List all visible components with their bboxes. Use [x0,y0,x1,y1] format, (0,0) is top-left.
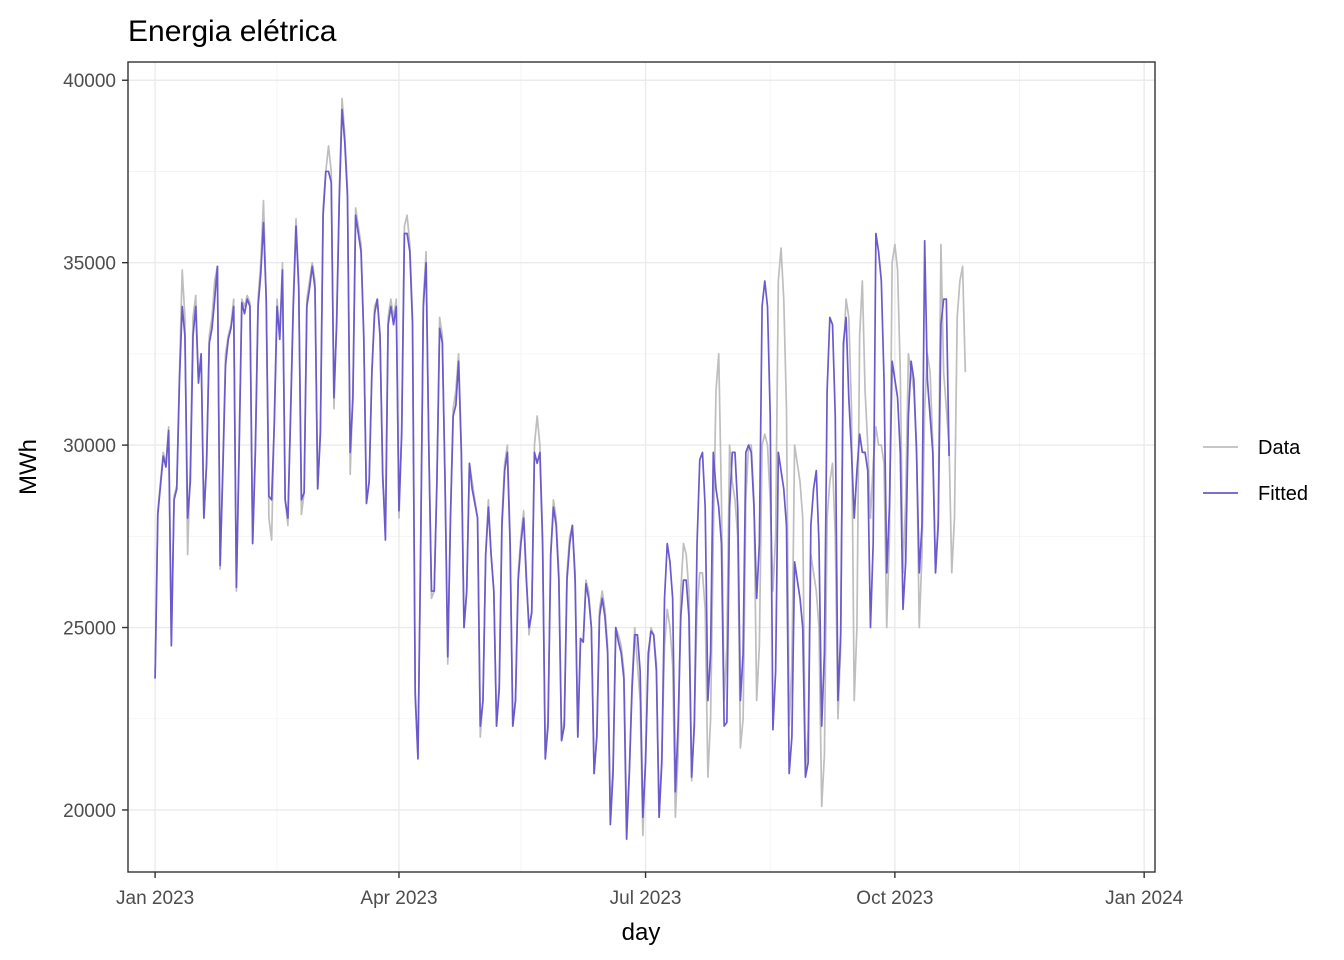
y-tick-label: 35000 [63,254,116,275]
x-tick-label: Jul 2023 [610,888,682,909]
y-tick-label: 40000 [63,71,116,92]
y-tick-label: 20000 [63,801,116,822]
chart-title: Energia elétrica [128,15,337,48]
legend-label-data: Data [1258,437,1301,459]
y-tick-label: 25000 [63,619,116,640]
legend-label-fitted: Fitted [1258,483,1308,505]
y-axis-title: MWh [15,439,42,495]
plot-border [127,61,1156,873]
series-line-fitted [154,108,950,841]
legend: Data Fitted [1203,437,1308,505]
x-tick-label: Apr 2023 [360,888,437,909]
series-lines [154,97,967,841]
x-axis-title: day [622,919,661,946]
plot-panel [127,61,1156,873]
x-tick-label: Oct 2023 [856,888,933,909]
y-axis: 20000 25000 30000 35000 40000 [63,71,128,822]
y-tick-label: 30000 [63,436,116,457]
x-axis: Jan 2023 Apr 2023 Jul 2023 Oct 2023 Jan 2024 [116,872,1184,909]
x-tick-label: Jan 2024 [1105,888,1184,909]
x-tick-label: Jan 2023 [116,888,194,909]
